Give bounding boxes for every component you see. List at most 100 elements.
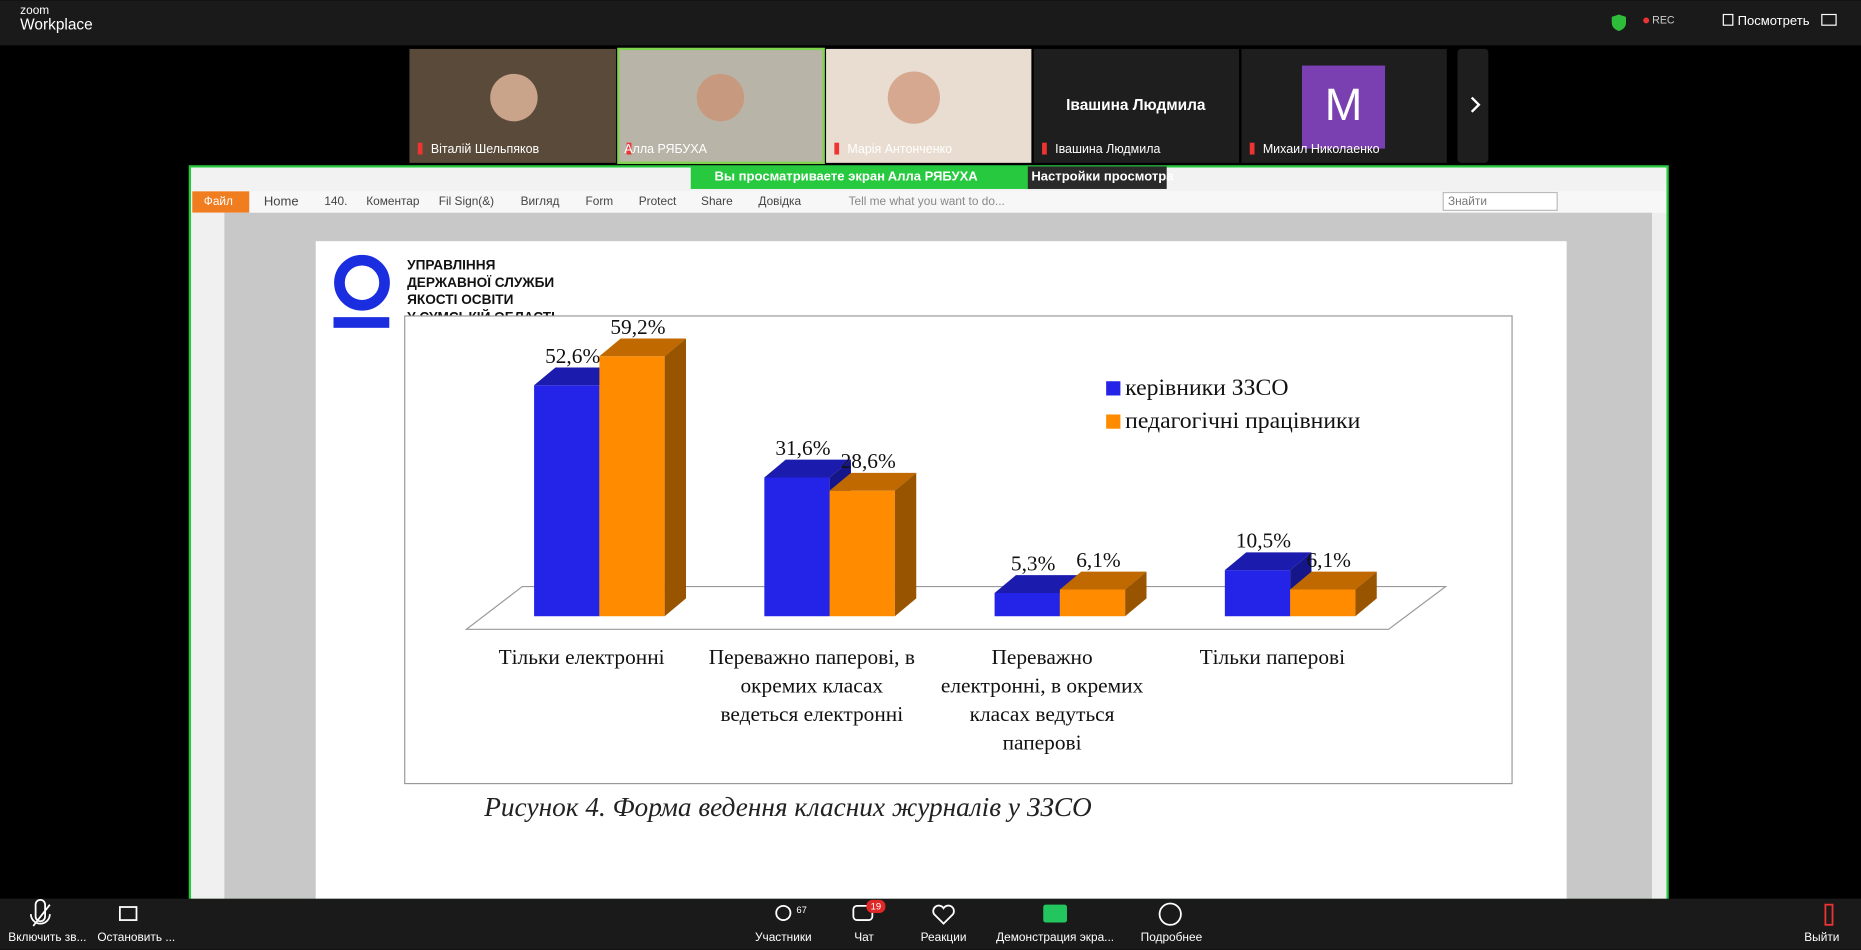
more-button[interactable]: Подробнее [1141, 930, 1203, 944]
value-label: 10,5% [1236, 529, 1291, 553]
mic-icon[interactable] [29, 899, 51, 927]
participant-name: Алла РЯБУХА [624, 142, 707, 156]
rec-label: REC [1652, 14, 1675, 26]
tile-name: Івашина Людмила [1066, 97, 1206, 114]
security-icon[interactable] [1611, 14, 1627, 32]
participants-icon[interactable] [775, 904, 792, 921]
menu-item[interactable]: Protect [639, 194, 677, 208]
rec-dot [1643, 17, 1650, 24]
avatar-letter: M [1325, 79, 1363, 130]
bar [829, 490, 895, 617]
menu-item[interactable]: Fil Sign(&) [439, 194, 494, 208]
share-banner-text: Вы просматриваете экран [714, 169, 885, 184]
menu-item[interactable]: Form [586, 194, 614, 208]
value-label: 6,1% [1306, 548, 1351, 572]
legend-label: керівники ЗЗСО [1125, 375, 1288, 401]
pdf-menubar [191, 191, 1667, 213]
x-tick-label: класах ведуться [970, 702, 1115, 726]
search-box[interactable] [1442, 191, 1558, 211]
reactions-button[interactable]: Реакции [921, 930, 967, 944]
more-icon[interactable] [1158, 902, 1182, 926]
bar-side [1125, 571, 1147, 617]
participant-photo [696, 73, 745, 122]
menu-item[interactable]: Вигляд [521, 194, 560, 208]
video-button[interactable]: Остановить ... [97, 930, 175, 944]
logo-bar [333, 317, 390, 328]
reactions-icon[interactable] [932, 904, 955, 925]
video-tile[interactable] [1033, 48, 1240, 163]
menu-item[interactable]: Довідка [758, 194, 801, 208]
chat-badge [866, 899, 886, 913]
bar-top [1290, 571, 1377, 590]
share-button[interactable]: Демонстрация экра... [996, 930, 1114, 944]
bar-side [1355, 571, 1377, 617]
legend-swatch [1106, 414, 1121, 429]
participant-photo [490, 73, 538, 122]
bar-top [829, 472, 917, 491]
bar-top [1224, 552, 1312, 571]
org-name-line: УПРАВЛІННЯ [407, 258, 495, 273]
value-label: 31,6% [775, 436, 830, 460]
bar-top [599, 338, 687, 357]
view-button[interactable]: Посмотреть [1738, 13, 1810, 28]
mic-muted-icon [1042, 142, 1047, 155]
video-icon[interactable] [118, 906, 138, 921]
next-arrow [1470, 96, 1481, 113]
participant-name: Віталій Шельпяков [431, 142, 540, 156]
avatar [1301, 65, 1386, 149]
share-settings[interactable]: Настройки просмотра [1031, 169, 1174, 184]
menu-item[interactable]: Home [264, 193, 299, 208]
value-label: 6,1% [1076, 548, 1121, 572]
bottom-bar [0, 898, 1861, 950]
file-tab[interactable] [192, 191, 250, 213]
bar-side [664, 338, 687, 617]
mic-muted-icon [626, 142, 632, 155]
menu-item[interactable]: Коментар [366, 194, 420, 208]
side-panel [191, 212, 225, 899]
top-bar [0, 0, 1861, 46]
bar [1224, 570, 1291, 617]
view-icon[interactable] [1722, 13, 1734, 26]
tell-me[interactable]: Tell me what you want to do... [849, 194, 1005, 208]
x-tick-label: Тільки паперові [1200, 645, 1346, 669]
bar-top [994, 575, 1082, 593]
window-icon[interactable] [1821, 13, 1837, 26]
leave-icon[interactable] [1824, 903, 1834, 926]
scrollbar[interactable] [1652, 212, 1667, 899]
leave-button[interactable]: Выйти [1804, 930, 1839, 944]
participants-count: 67 [796, 905, 807, 916]
bar [534, 385, 600, 617]
chat-button[interactable]: Чат [854, 930, 874, 944]
bar [994, 592, 1060, 617]
participant-strip: Івашина Людмила M Віталій Шельпяков Алла … [409, 47, 1489, 165]
menu-item[interactable]: Файл [204, 194, 233, 208]
share-icon[interactable] [1043, 904, 1067, 923]
figure-caption: Рисунок 4. Форма ведення класних журналі… [483, 792, 1092, 822]
value-label: 28,6% [841, 449, 896, 473]
chart-floor [464, 585, 1448, 630]
share-presenter: Алла РЯБУХА [888, 169, 979, 184]
logo-ring [334, 254, 390, 311]
x-tick-label: Переважно паперові, в [709, 645, 915, 669]
settings-button[interactable] [1027, 166, 1167, 189]
bar-top [764, 459, 851, 478]
x-tick-label: Переважно [991, 645, 1092, 669]
bar [599, 356, 665, 617]
value-label: 59,2% [610, 315, 665, 339]
org-name-line: ДЕРЖАВНОЇ СЛУЖБИ [407, 275, 554, 290]
participant-name: Марія Антонченко [847, 142, 952, 156]
menu-item[interactable]: Share [701, 194, 733, 208]
next-tiles[interactable] [1457, 48, 1489, 163]
bar [1290, 589, 1356, 617]
participants-button[interactable]: Участники [755, 930, 812, 944]
bar-top [1059, 571, 1147, 590]
search-placeholder: Знайти [1448, 194, 1487, 208]
mic-muted-icon [417, 142, 423, 155]
bar [1059, 589, 1126, 617]
mute-button[interactable]: Включить зв... [8, 930, 86, 944]
value-label: 52,6% [545, 344, 600, 368]
chat-badge-count: 19 [871, 902, 882, 913]
mic-muted-icon [834, 142, 840, 155]
menu-item[interactable]: 140. [324, 194, 347, 208]
